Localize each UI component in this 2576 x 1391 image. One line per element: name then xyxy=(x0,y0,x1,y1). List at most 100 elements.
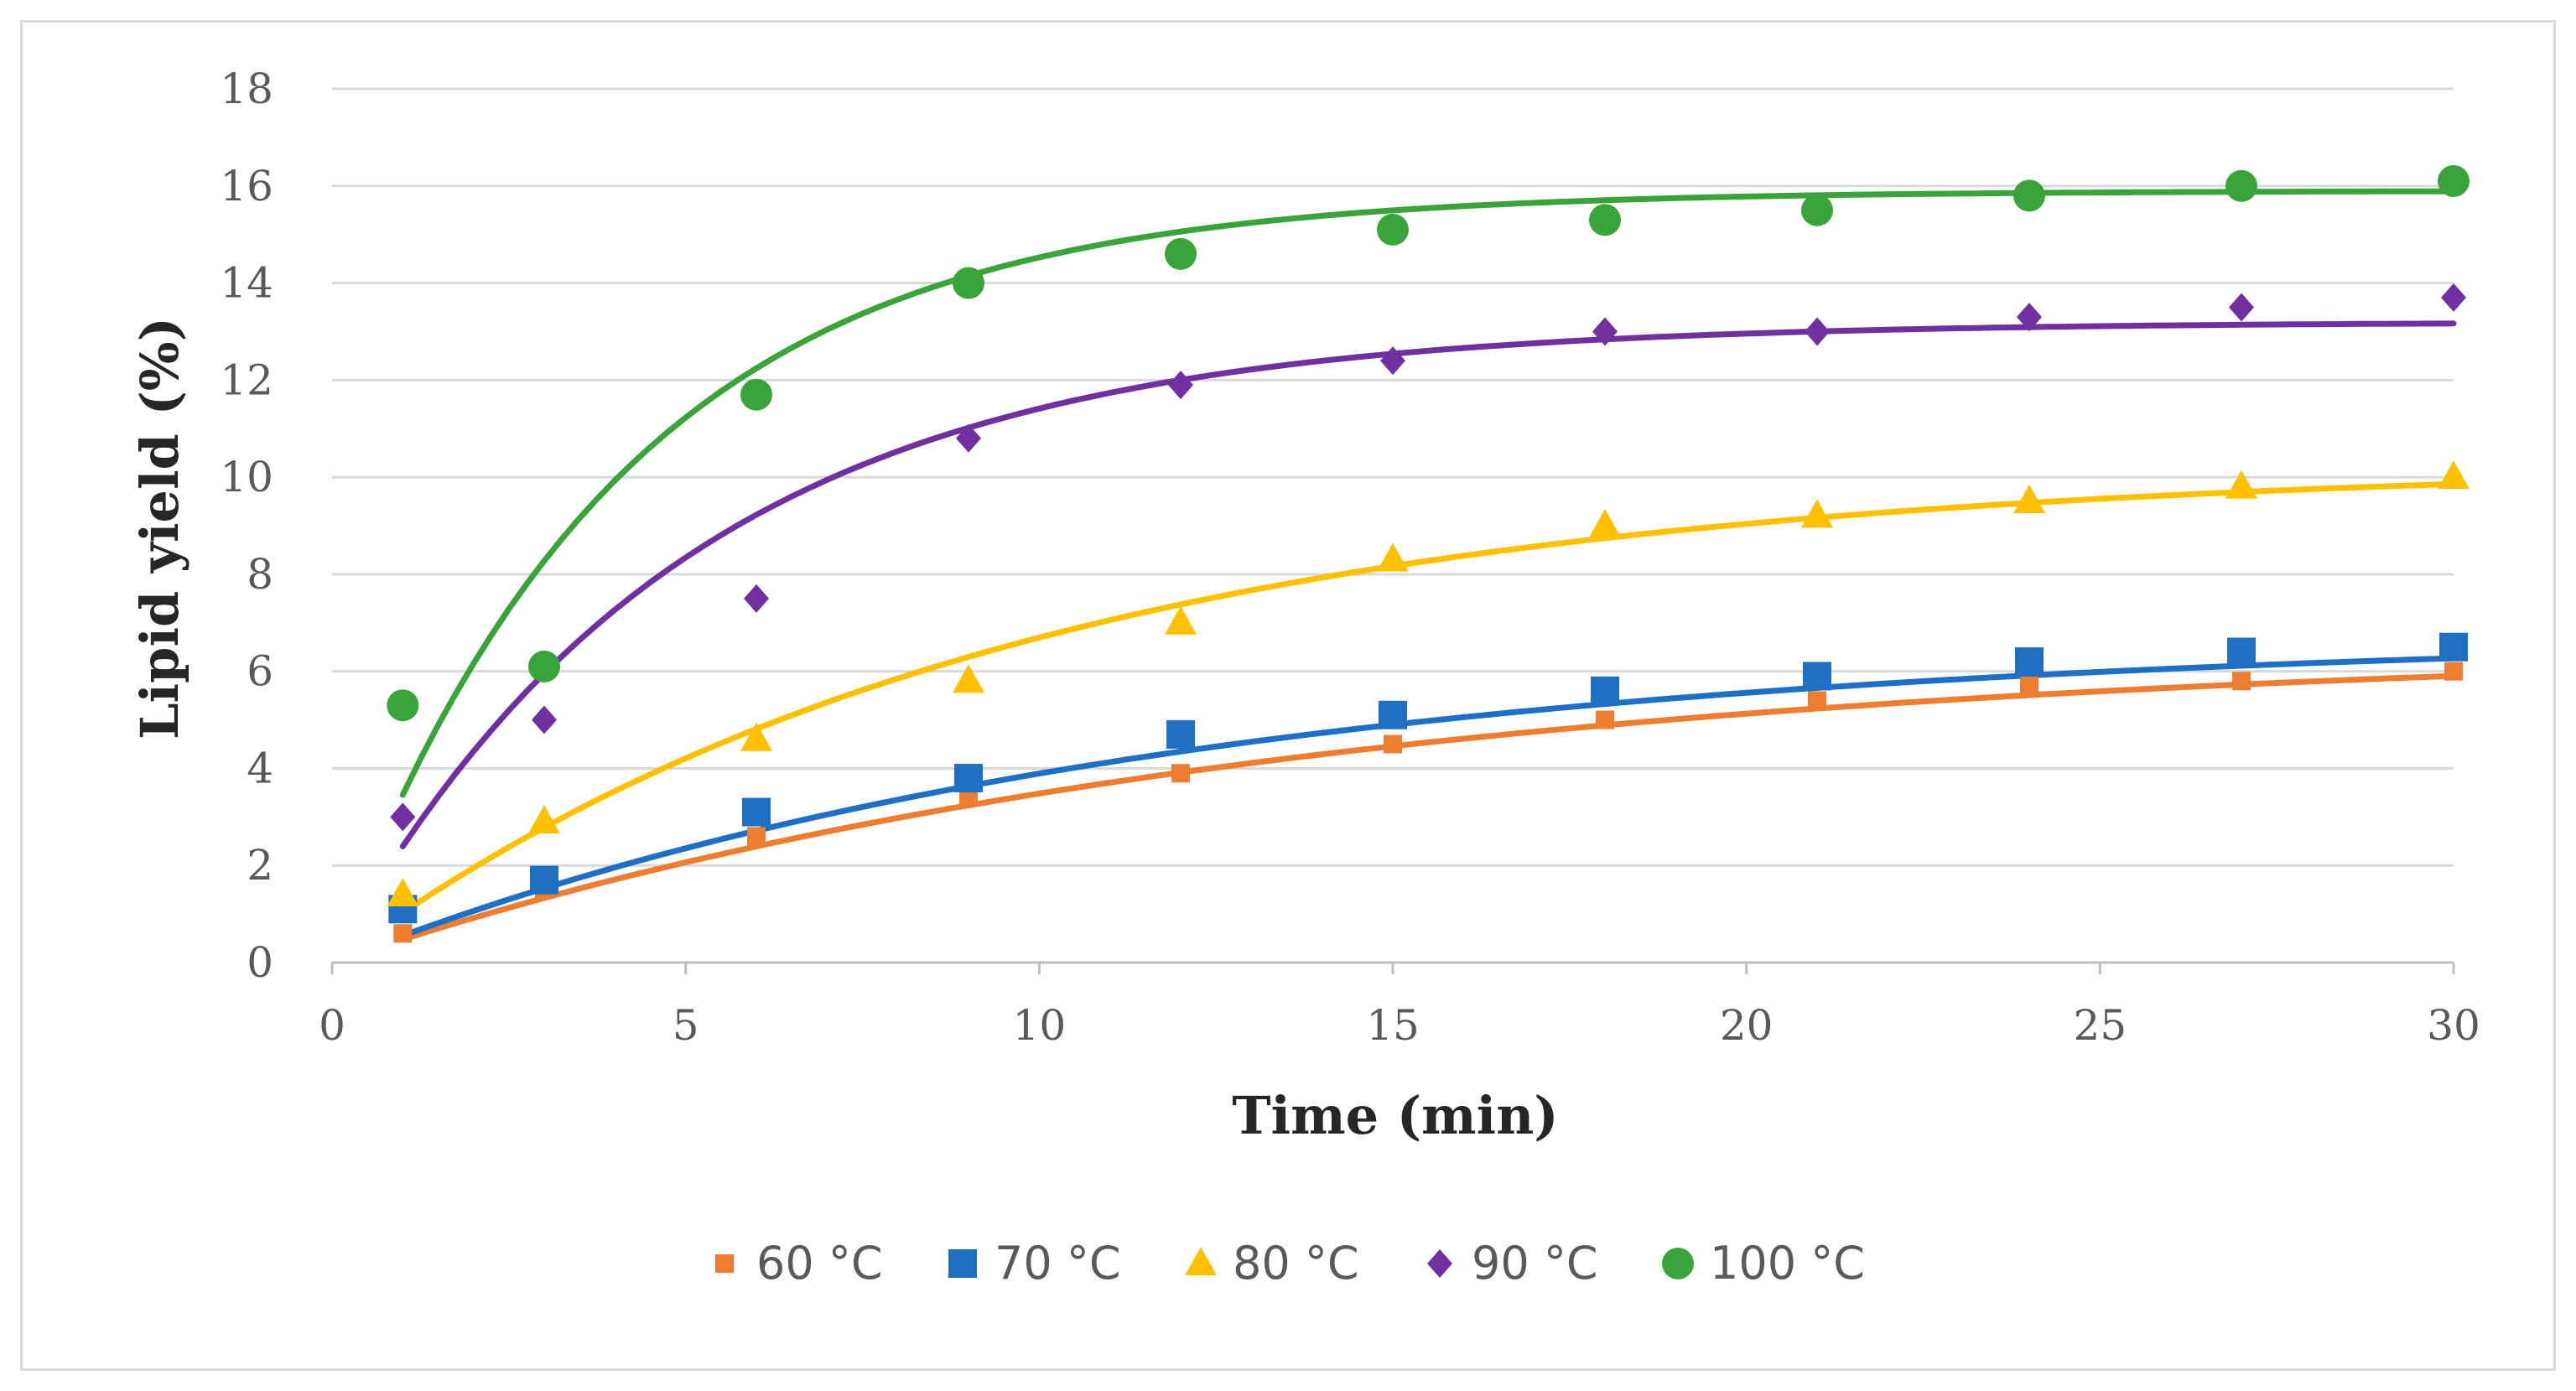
legend-marker xyxy=(948,1249,977,1278)
data-point xyxy=(740,378,772,411)
legend-marker xyxy=(715,1254,734,1273)
data-point xyxy=(2439,632,2468,662)
data-point xyxy=(2015,647,2044,677)
data-point xyxy=(2227,637,2256,667)
data-point xyxy=(954,764,983,793)
data-point xyxy=(953,267,984,299)
data-point xyxy=(1589,509,1621,537)
y-tick-label: 12 xyxy=(220,356,273,404)
legend-marker xyxy=(1185,1247,1217,1275)
x-tick-labels: 0 5 10 15 20 25 30 xyxy=(319,1001,2480,1050)
data-point xyxy=(2438,164,2470,197)
data-point xyxy=(1168,371,1193,400)
data-point xyxy=(1591,676,1619,705)
y-tick-label: 16 xyxy=(220,162,273,210)
fit-curve-series-0 xyxy=(399,672,2457,942)
x-tick-label: 15 xyxy=(1366,1001,1420,1050)
data-point xyxy=(1596,710,1614,729)
legend: 60 °C 70 °C 80 °C 90 °C 100 °C xyxy=(715,1237,1865,1290)
data-point xyxy=(1166,719,1195,749)
x-axis-title: Time (min) xyxy=(1232,1085,1558,1146)
data-point xyxy=(387,689,419,722)
data-point xyxy=(1377,213,1409,246)
data-point xyxy=(528,650,560,683)
legend-label: 80 °C xyxy=(1233,1237,1359,1290)
data-point xyxy=(2225,169,2257,202)
data-point xyxy=(1592,317,1618,346)
x-tick-label: 5 xyxy=(673,1001,699,1050)
data-point xyxy=(747,827,766,846)
legend-label: 70 °C xyxy=(995,1237,1121,1290)
data-point xyxy=(740,722,772,751)
data-point xyxy=(528,805,560,834)
data-point xyxy=(2438,460,2470,490)
gridlines xyxy=(332,87,2454,867)
data-point xyxy=(1171,764,1190,783)
data-point xyxy=(1165,237,1197,270)
data-point xyxy=(1384,734,1402,754)
legend-label: 90 °C xyxy=(1472,1237,1598,1290)
data-point xyxy=(1801,194,1833,226)
axes xyxy=(330,961,2455,974)
legend-label: 60 °C xyxy=(756,1237,883,1290)
legend-marker xyxy=(1427,1249,1452,1278)
data-point xyxy=(953,664,984,693)
data-point xyxy=(744,584,769,613)
x-tick-label: 0 xyxy=(319,1001,345,1050)
data-point xyxy=(393,924,413,943)
data-point xyxy=(1808,691,1826,710)
data-point xyxy=(1379,700,1407,729)
fit-curve-series-1 xyxy=(399,655,2457,939)
legend-label: 100 °C xyxy=(1710,1237,1865,1290)
data-point xyxy=(959,788,978,807)
fit-curve-series-3 xyxy=(399,320,2457,849)
y-tick-label: 14 xyxy=(220,259,273,308)
x-tick-label: 25 xyxy=(2074,1001,2127,1050)
data-point xyxy=(1377,542,1409,572)
y-tick-label: 10 xyxy=(220,453,273,501)
data-points xyxy=(387,164,2470,943)
chart-frame xyxy=(20,20,2556,1371)
x-tick-label: 30 xyxy=(2427,1001,2480,1050)
data-point xyxy=(2444,662,2463,681)
data-point xyxy=(530,865,558,895)
data-point xyxy=(2013,179,2045,212)
fit-curve-series-4 xyxy=(399,188,2457,798)
x-tick-label: 10 xyxy=(1013,1001,1067,1050)
data-point xyxy=(2017,303,2042,332)
x-tick-label: 20 xyxy=(1720,1001,1774,1050)
data-point xyxy=(2441,283,2466,312)
data-point xyxy=(390,802,416,832)
legend-marker xyxy=(1662,1248,1694,1279)
data-point xyxy=(2020,677,2038,696)
fit-curves xyxy=(399,188,2457,942)
data-point xyxy=(2225,470,2257,499)
y-tick-label: 2 xyxy=(247,841,273,890)
data-point xyxy=(387,877,419,906)
data-point xyxy=(1165,605,1197,635)
y-tick-label: 0 xyxy=(247,938,273,987)
legend-item: 60 °C xyxy=(715,1237,883,1290)
legend-item: 100 °C xyxy=(1662,1237,1865,1290)
fit-curve-series-2 xyxy=(399,480,2457,916)
data-point xyxy=(1805,317,1830,346)
y-tick-label: 8 xyxy=(247,550,273,599)
legend-item: 90 °C xyxy=(1427,1237,1598,1290)
y-axis-title: Lipid yield (%) xyxy=(129,317,190,740)
y-tick-labels: 0 2 4 6 8 10 12 14 16 18 xyxy=(220,65,273,987)
data-point xyxy=(532,705,557,734)
y-tick-label: 4 xyxy=(247,744,273,792)
data-point xyxy=(2013,485,2045,514)
data-point xyxy=(1801,499,1833,528)
data-point xyxy=(1380,346,1405,376)
y-tick-label: 6 xyxy=(247,647,273,696)
data-point xyxy=(2232,672,2251,691)
data-point xyxy=(1589,204,1621,236)
data-point xyxy=(956,423,981,453)
data-point xyxy=(742,797,771,827)
legend-item: 70 °C xyxy=(948,1237,1121,1290)
legend-item: 80 °C xyxy=(1185,1237,1359,1290)
data-point xyxy=(2229,293,2254,322)
data-point xyxy=(1803,662,1831,691)
